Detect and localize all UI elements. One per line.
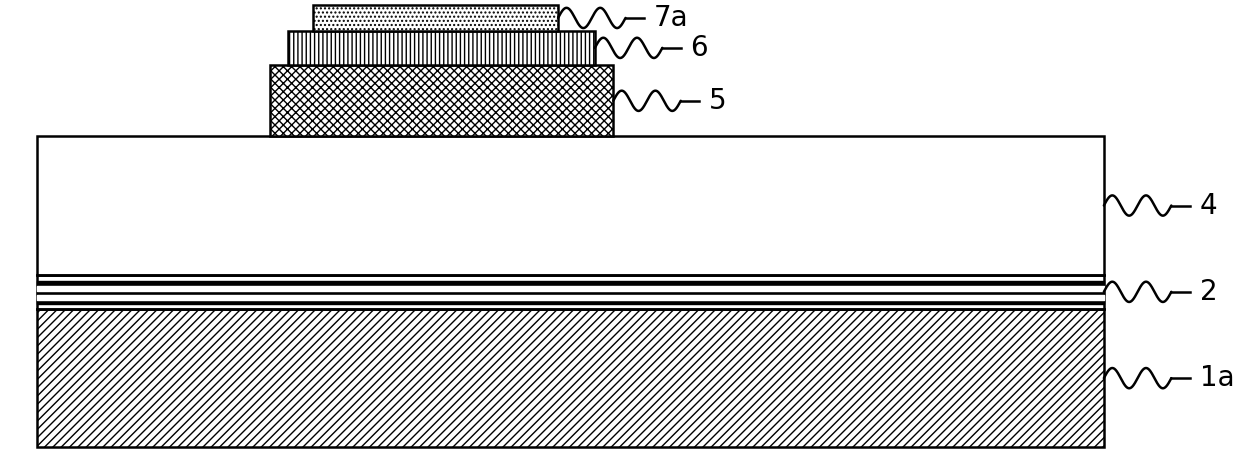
Text: 1a: 1a [1199, 364, 1234, 392]
Text: 4: 4 [1199, 191, 1218, 219]
Bar [37, 309, 1104, 447]
Bar [37, 136, 1104, 275]
Text: 6: 6 [691, 34, 708, 62]
Text: 5: 5 [709, 87, 727, 115]
Bar [288, 30, 595, 65]
Bar [37, 275, 1104, 309]
Bar [312, 5, 558, 30]
Bar [270, 65, 614, 136]
Text: 7a: 7a [653, 4, 688, 32]
Text: 2: 2 [1199, 278, 1218, 306]
